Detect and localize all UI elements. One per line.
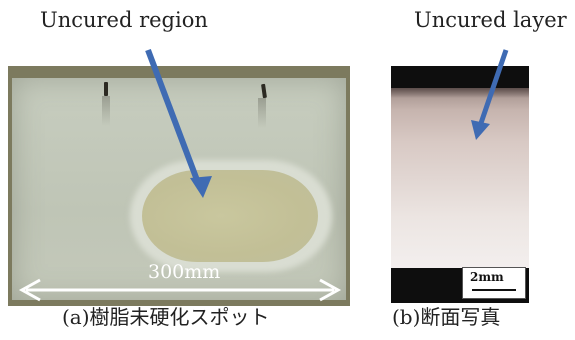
- pointer-arrow-layer: [477, 49, 509, 127]
- cross-section-sample: [391, 88, 529, 268]
- cross-section-photo: [391, 66, 529, 303]
- pointer-arrow-layer-head: [471, 120, 490, 140]
- photo-b-caption: (b)断面写真: [392, 305, 501, 329]
- dimension-label: 300mm: [148, 261, 221, 283]
- pin-shadow: [258, 98, 266, 128]
- uncured-layer-band: [391, 88, 529, 98]
- dimension-arrow-left: [18, 278, 41, 302]
- pin-shadow: [102, 96, 110, 126]
- uncured-layer-label: Uncured layer: [414, 8, 567, 32]
- uncured-region-label: Uncured region: [40, 8, 208, 32]
- pointer-arrow-region: [145, 48, 203, 190]
- scale-bar-box: [462, 267, 526, 299]
- uncured-resin-spot: [142, 170, 318, 262]
- dimension-arrow-right: [319, 278, 342, 302]
- scale-bar: [472, 289, 516, 291]
- resin-panel: [12, 78, 346, 300]
- photo-a-caption: (a)樹脂未硬化スポット: [62, 305, 270, 329]
- clamp-pin: [104, 82, 108, 96]
- scale-bar-label: 2mm: [470, 270, 504, 284]
- pointer-arrow-region-head: [190, 176, 212, 198]
- resin-panel-photo: [8, 66, 350, 306]
